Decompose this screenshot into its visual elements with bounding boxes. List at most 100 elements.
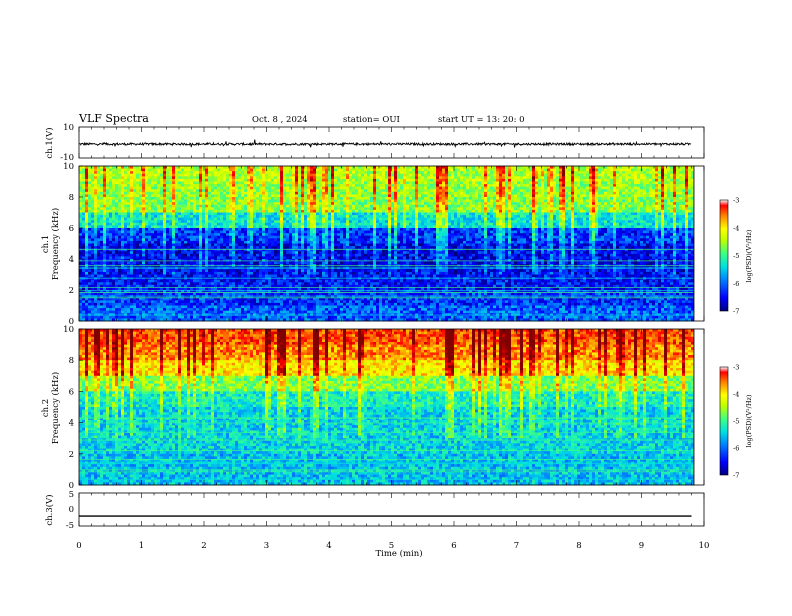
spectrogram-cell — [604, 179, 607, 182]
spectrogram-cell — [175, 215, 178, 218]
spectrogram-cell — [436, 194, 439, 197]
spectrogram-cell — [325, 182, 328, 185]
spectrogram-cell — [346, 174, 349, 177]
spectrogram-cell — [598, 215, 601, 218]
spectrogram-cell — [595, 166, 598, 169]
spectrogram-cell — [256, 184, 259, 187]
spectrogram-cell — [454, 187, 457, 190]
spectrogram-cell — [133, 176, 136, 179]
spectrogram-cell — [307, 187, 310, 190]
spectrogram-cell — [340, 207, 343, 210]
spectrogram-cell — [592, 194, 595, 197]
spectrogram-cell — [523, 210, 526, 213]
spectrogram-cell — [268, 213, 271, 216]
spectrogram-cell — [517, 205, 520, 208]
spectrogram-cell — [658, 174, 661, 177]
spectrogram-cell — [619, 192, 622, 195]
spectrogram-cell — [397, 213, 400, 216]
spectrogram-cell — [619, 171, 622, 174]
spectrogram-cell — [82, 182, 85, 185]
spectrogram-cell — [688, 187, 691, 190]
spectrogram-cell — [229, 210, 232, 213]
spectrogram-cell — [163, 187, 166, 190]
spectrogram-cell — [487, 218, 490, 221]
spectrogram-cell — [469, 166, 472, 169]
spectrogram-cell — [91, 215, 94, 218]
spectrogram-cell — [154, 187, 157, 190]
spectrogram-cell — [544, 207, 547, 210]
spectrogram-cell — [349, 171, 352, 174]
spectrogram-cell — [544, 187, 547, 190]
spectrogram-cell — [256, 210, 259, 213]
spectrogram-cell — [112, 200, 115, 203]
spectrogram-cell — [280, 197, 283, 200]
spectrogram-cell — [604, 200, 607, 203]
spectrogram-cell — [520, 166, 523, 169]
spectrogram-cell — [223, 174, 226, 177]
spectrogram-cell — [133, 194, 136, 197]
spectrogram-cell — [172, 220, 175, 223]
spectrogram-cell — [532, 200, 535, 203]
spectrogram-cell — [157, 205, 160, 208]
spectrogram-cell — [118, 182, 121, 185]
spectrogram-cell — [232, 215, 235, 218]
spectrogram-cell — [436, 200, 439, 203]
spectrogram-cell — [559, 166, 562, 169]
spectrogram-cell — [421, 187, 424, 190]
spectrogram-cell — [538, 184, 541, 187]
spectrogram-cell — [448, 194, 451, 197]
spectrogram-cell — [622, 202, 625, 205]
spectrogram-cell — [196, 205, 199, 208]
spectrogram-cell — [634, 166, 637, 169]
spectrogram-cell — [646, 179, 649, 182]
spectrogram-cell — [178, 197, 181, 200]
spectrogram-cell — [478, 179, 481, 182]
spectrogram-cell — [334, 176, 337, 179]
spectrogram-cell — [574, 166, 577, 169]
spectrogram-cell — [157, 184, 160, 187]
spectrogram-cell — [370, 179, 373, 182]
spectrogram-cell — [382, 187, 385, 190]
spectrogram-cell — [502, 213, 505, 216]
spectrogram-cell — [436, 166, 439, 169]
spectrogram-cell — [79, 187, 82, 190]
spectrogram-cell — [376, 210, 379, 213]
spectrogram-cell — [571, 182, 574, 185]
spectrogram-cell — [379, 213, 382, 216]
spectrogram-cell — [154, 200, 157, 203]
spectrogram-cell — [283, 176, 286, 179]
spectrogram-cell — [205, 171, 208, 174]
spectrogram-cell — [391, 220, 394, 223]
spectrogram-cell — [646, 200, 649, 203]
spectrogram-cell — [562, 200, 565, 203]
spectrogram-cell — [442, 166, 445, 169]
spectrogram-cell — [607, 189, 610, 192]
spectrogram-cell — [91, 174, 94, 177]
spectrogram-cell — [187, 182, 190, 185]
spectrogram-cell — [547, 184, 550, 187]
spectrogram-cell — [262, 194, 265, 197]
spectrogram-cell — [505, 184, 508, 187]
spectrogram-cell — [460, 213, 463, 216]
spectrogram-cell — [496, 166, 499, 169]
spectrogram-cell — [163, 223, 166, 226]
spectrogram-cell — [664, 192, 667, 195]
spectrogram-cell — [346, 189, 349, 192]
spectrogram-cell — [250, 179, 253, 182]
spectrogram-cell — [523, 166, 526, 169]
spectrogram-cell — [298, 215, 301, 218]
spectrogram-cell — [415, 200, 418, 203]
spectrogram-cell — [160, 194, 163, 197]
spectrogram-cell — [457, 197, 460, 200]
spectrogram-cell — [241, 189, 244, 192]
spectrogram-cell — [313, 207, 316, 210]
spectrogram-cell — [340, 205, 343, 208]
spectrogram-cell — [310, 205, 313, 208]
spectrogram-cell — [88, 174, 91, 177]
spectrogram-cell — [253, 205, 256, 208]
spectrogram-cell — [586, 202, 589, 205]
spectrogram-cell — [598, 169, 601, 172]
spectrogram-cell — [325, 187, 328, 190]
spectrogram-cell — [328, 174, 331, 177]
spectrogram-cell — [157, 174, 160, 177]
